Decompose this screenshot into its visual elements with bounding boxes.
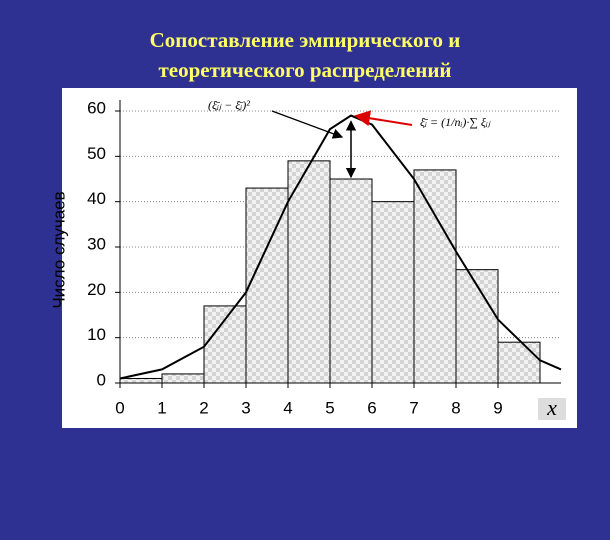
annotation: ξ̄ᵢ = (1/nᵢ)·∑ ξᵢⱼ (420, 115, 491, 129)
x-tick-label: 8 (451, 398, 460, 417)
x-tick-label: 3 (241, 398, 250, 417)
x-tick-label: 5 (325, 398, 334, 417)
title-line: Сопоставление эмпирического и (149, 28, 461, 52)
bar (455, 269, 499, 384)
x-tick-label: 7 (409, 398, 418, 417)
y-tick-label: 60 (87, 98, 106, 117)
annotation-arrow (271, 110, 344, 139)
y-tick-label: 40 (87, 189, 106, 208)
bar (287, 160, 331, 384)
annotation-arrow (354, 110, 413, 127)
x-label-box (538, 398, 566, 420)
y-tick-label: 10 (87, 325, 106, 344)
title-line: теоретического распределений (158, 58, 452, 82)
bar (203, 305, 247, 384)
x-tick-label: 9 (493, 398, 502, 417)
x-tick-label: 0 (115, 398, 124, 417)
x-axis-label: x (546, 395, 557, 420)
x-tick-label: 4 (283, 398, 292, 417)
bar (497, 341, 541, 384)
annotation: (ξ̄ᵢⱼ − ξ̄ᵢ)² (208, 98, 250, 112)
bar (413, 169, 457, 384)
y-tick-label: 30 (87, 234, 106, 253)
x-tick-label: 2 (199, 398, 208, 417)
bar (161, 373, 205, 384)
y-axis-label: Число случаев (49, 191, 68, 308)
x-tick-label: 6 (367, 398, 376, 417)
theoretical-curve (119, 114, 562, 380)
bar (329, 178, 373, 384)
x-tick-label: 1 (157, 398, 166, 417)
y-tick-label: 0 (97, 370, 106, 389)
bar (371, 201, 415, 384)
y-tick-label: 50 (87, 144, 106, 163)
y-tick-label: 20 (87, 280, 106, 299)
bar (119, 377, 163, 384)
